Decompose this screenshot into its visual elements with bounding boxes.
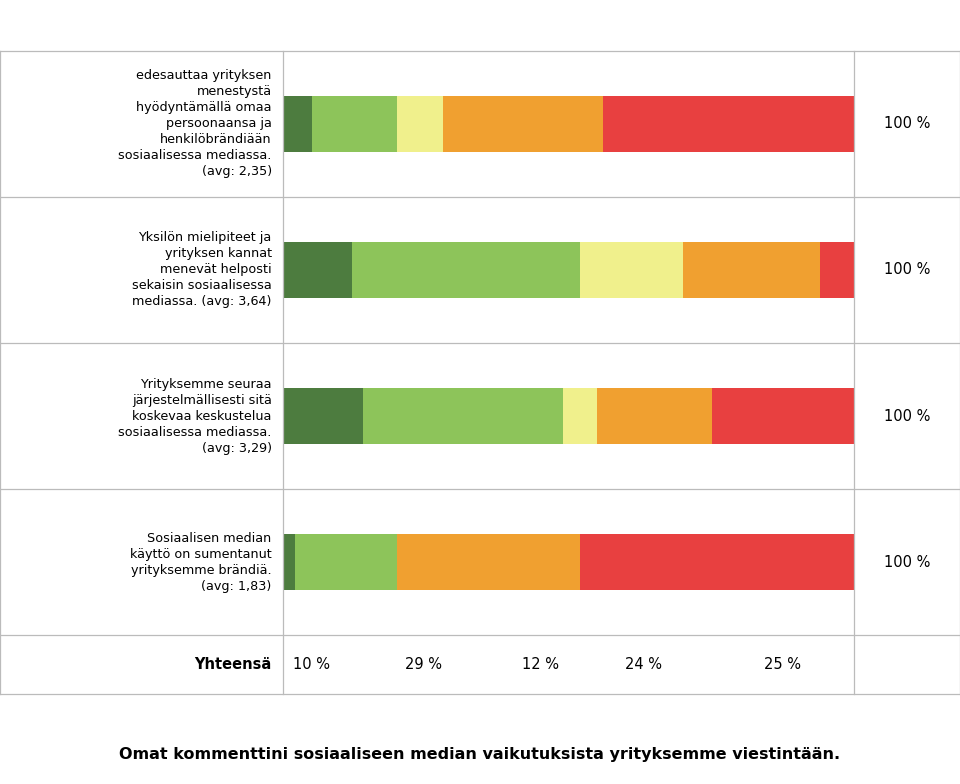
Bar xyxy=(363,388,564,444)
Bar xyxy=(283,96,312,152)
Text: Yrityksemme seuraa
järjestelmällisesti sitä
koskevaa keskustelua
sosiaalisessa m: Yrityksemme seuraa järjestelmällisesti s… xyxy=(118,378,272,455)
Bar xyxy=(283,242,351,298)
Text: 12 %: 12 % xyxy=(521,657,559,672)
Bar xyxy=(283,534,295,590)
Text: 100 %: 100 % xyxy=(884,408,930,423)
Bar xyxy=(597,388,711,444)
Bar xyxy=(295,534,397,590)
Bar xyxy=(312,96,397,152)
Bar xyxy=(603,96,854,152)
Text: Sosiaalisen median
käyttö on sumentanut
yrityksemme brändiä.
(avg: 1,83): Sosiaalisen median käyttö on sumentanut … xyxy=(130,532,272,593)
Text: 24 %: 24 % xyxy=(625,657,661,672)
Text: edesauttaa yrityksen
menestystä
hyödyntämällä omaa
persoonaansa ja
henkilöbrändi: edesauttaa yrityksen menestystä hyödyntä… xyxy=(118,70,272,179)
Bar xyxy=(711,388,854,444)
Text: 100 %: 100 % xyxy=(884,554,930,569)
Bar xyxy=(820,242,854,298)
Text: 29 %: 29 % xyxy=(405,657,442,672)
Bar xyxy=(397,96,444,152)
Bar xyxy=(580,534,854,590)
Bar xyxy=(580,242,683,298)
Text: Omat kommenttini sosiaaliseen median vaikutuksista yrityksemme viestintään.: Omat kommenttini sosiaaliseen median vai… xyxy=(119,746,841,762)
Bar xyxy=(564,388,597,444)
Bar xyxy=(397,534,580,590)
Text: 100 %: 100 % xyxy=(884,117,930,132)
Bar xyxy=(351,242,580,298)
Text: 10 %: 10 % xyxy=(293,657,330,672)
Bar xyxy=(283,388,363,444)
Text: 100 %: 100 % xyxy=(884,263,930,278)
Bar xyxy=(683,242,820,298)
Bar xyxy=(444,96,603,152)
Text: Yhteensä: Yhteensä xyxy=(195,657,272,672)
Text: Yksilön mielipiteet ja
yrityksen kannat
menevät helposti
sekaisin sosiaalisessa
: Yksilön mielipiteet ja yrityksen kannat … xyxy=(132,231,272,308)
Text: 25 %: 25 % xyxy=(764,657,802,672)
